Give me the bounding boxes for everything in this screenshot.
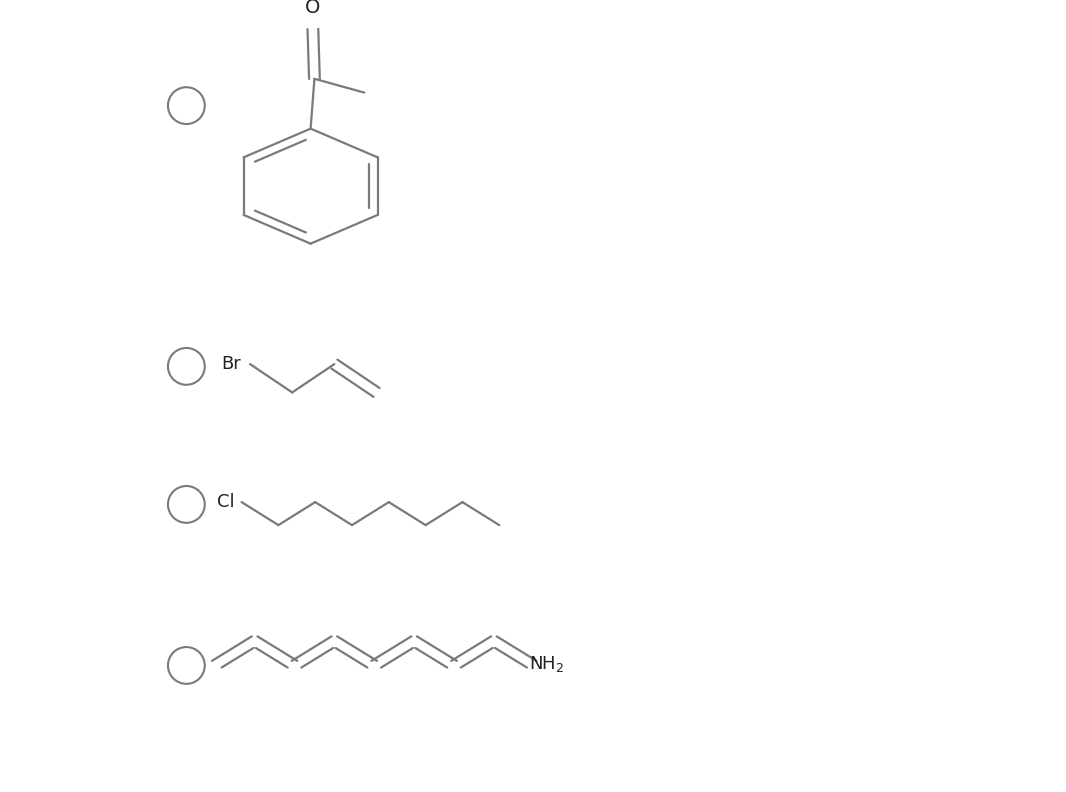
Text: Cl: Cl [217,493,235,511]
Text: O: O [305,0,321,17]
Text: NH$_2$: NH$_2$ [529,654,565,674]
Text: Br: Br [221,355,241,373]
